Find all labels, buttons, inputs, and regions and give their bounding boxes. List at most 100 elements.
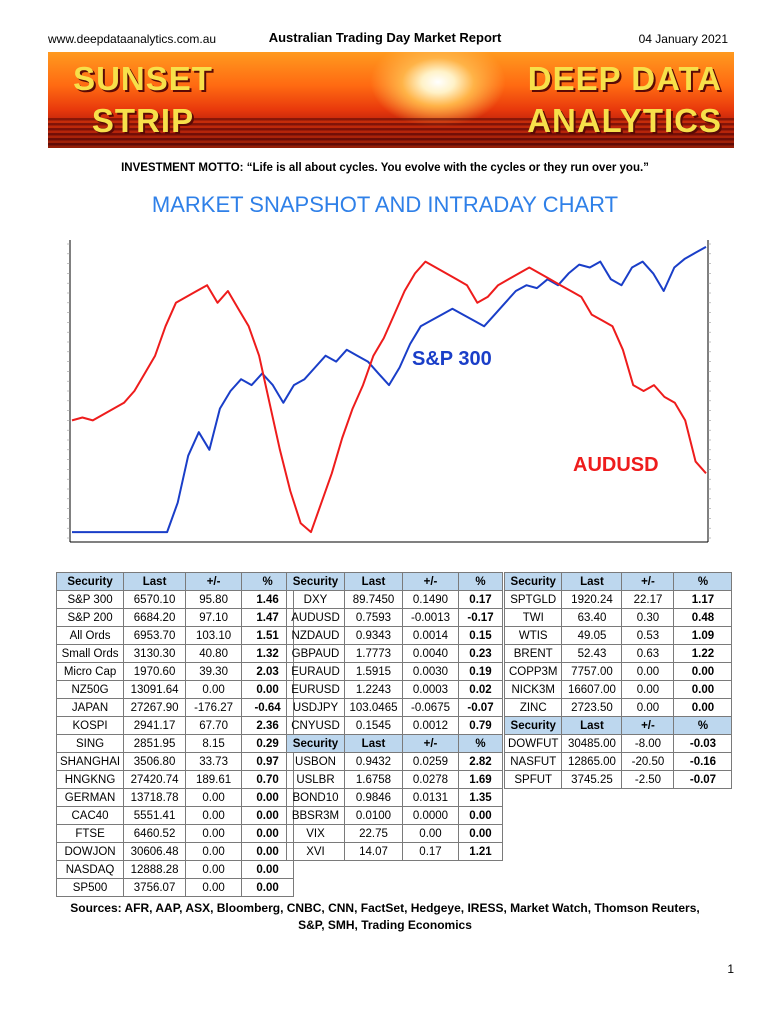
table-cell: 0.00 [185, 806, 243, 825]
table-cell: SPFUT [503, 770, 563, 789]
header-cell: Last [344, 734, 403, 753]
table-cell: 30606.48 [123, 842, 187, 861]
table-header-row: Security Last +/-% [503, 572, 733, 591]
table-cell: 1.35 [458, 788, 503, 807]
table-header-row: Security Last +/-% [286, 572, 503, 591]
header-cell: Last [561, 572, 623, 591]
table-row: Micro Cap 1970.60 39.30 2.03 [55, 662, 295, 681]
table-cell: 33.73 [185, 752, 243, 771]
investment-motto: INVESTMENT MOTTO: “Life is all about cyc… [121, 162, 649, 174]
table-cell: 1.69 [458, 770, 503, 789]
table-cell: Small Ords [55, 644, 125, 663]
table-row: SP500 3756.07 0.00 0.00 [55, 878, 295, 897]
header-cell: Last [123, 572, 187, 591]
table-cell: 103.0465 [344, 698, 403, 717]
table-cell: 0.0040 [402, 644, 459, 663]
table-cell: 0.0259 [402, 752, 459, 771]
page-header: www.deepdataanalytics.com.au Australian … [0, 30, 770, 50]
table-row: All Ords 6953.70 103.10 1.51 [55, 626, 295, 645]
table-cell: WTIS [503, 626, 563, 645]
header-cell: % [458, 734, 503, 753]
table-cell: USLBR [286, 770, 345, 789]
intraday-chart [42, 230, 730, 550]
table-cell: 0.0003 [402, 680, 459, 699]
table-cell: TWI [503, 608, 563, 627]
table-cell: 89.7450 [344, 590, 403, 609]
table-cell: 0.7593 [344, 608, 403, 627]
table-cell: -8.00 [621, 734, 675, 753]
table-cell: 0.00 [241, 878, 295, 897]
table-header-row: Security Last +/-% [55, 572, 295, 591]
table-cell: 8.15 [185, 734, 243, 753]
table-cell: 0.00 [621, 662, 675, 681]
table-cell: 30485.00 [561, 734, 623, 753]
table-cell: 2851.95 [123, 734, 187, 753]
banner-water [48, 118, 734, 148]
table-row: AUDUSD 0.7593 -0.0013 -0.17 [286, 608, 503, 627]
table-cell: 0.0030 [402, 662, 459, 681]
table-row: NASDAQ 12888.28 0.00 0.00 [55, 860, 295, 879]
table-cell: -0.07 [673, 770, 733, 789]
intraday-chart-svg [67, 240, 711, 543]
table-cell: VIX [286, 824, 345, 843]
table-row: SPTGLD 1920.24 22.17 1.17 [503, 590, 733, 609]
table-cell: BBSR3M [286, 806, 345, 825]
table-cell: 16607.00 [561, 680, 623, 699]
table-cell: EURUSD [286, 680, 345, 699]
table-cell: 0.02 [458, 680, 503, 699]
table-cell: All Ords [55, 626, 125, 645]
banner-left-line1: SUNSET [73, 60, 213, 97]
table-cell: NICK3M [503, 680, 563, 699]
header-cell: Last [344, 572, 403, 591]
table-cell: 40.80 [185, 644, 243, 663]
table-cell: JAPAN [55, 698, 125, 717]
table-cell: 22.17 [621, 590, 675, 609]
table-cell: 22.75 [344, 824, 403, 843]
table-cell: 0.53 [621, 626, 675, 645]
table-cell: NASFUT [503, 752, 563, 771]
table-cell: SPTGLD [503, 590, 563, 609]
table-cell: 0.79 [458, 716, 503, 735]
table-cell: -0.03 [673, 734, 733, 753]
table-cell: 0.00 [621, 680, 675, 699]
table-cell: 6570.10 [123, 590, 187, 609]
table-cell: 0.9432 [344, 752, 403, 771]
table-cell: GERMAN [55, 788, 125, 807]
table-cell: NASDAQ [55, 860, 125, 879]
table-header-row: Security Last +/-% [503, 716, 733, 735]
audusd-series-line [71, 260, 707, 534]
table-row: KOSPI 2941.17 67.70 2.36 [55, 716, 295, 735]
table-row: VIX 22.75 0.00 0.00 [286, 824, 503, 843]
header-cell: +/- [621, 572, 675, 591]
site-url[interactable]: www.deepdataanalytics.com.au [48, 32, 217, 46]
chart-label-sp300: S&P 300 [412, 348, 492, 370]
table-row: WTIS 49.05 0.53 1.09 [503, 626, 733, 645]
table-cell: 63.40 [561, 608, 623, 627]
table-cell: 1.09 [673, 626, 733, 645]
sp300-series-line [72, 246, 707, 534]
table-cell: 0.1490 [402, 590, 459, 609]
table-row: COPP3M 7757.00 0.00 0.00 [503, 662, 733, 681]
table-cell: 97.10 [185, 608, 243, 627]
table-cell: 6460.52 [123, 824, 187, 843]
header-cell: Security [55, 572, 125, 591]
table-cell: BRENT [503, 644, 563, 663]
chart-label-audusd: AUDUSD [573, 454, 659, 476]
table-row: SHANGHAI 3506.80 33.73 0.97 [55, 752, 295, 771]
table-row: GBPAUD 1.7773 0.0040 0.23 [286, 644, 503, 663]
table-cell: 0.17 [458, 590, 503, 609]
table-row: FTSE 6460.52 0.00 0.00 [55, 824, 295, 843]
table-row: NICK3M 16607.00 0.00 0.00 [503, 680, 733, 699]
table-cell: USBON [286, 752, 345, 771]
table-cell: 103.10 [185, 626, 243, 645]
table-cell: 0.19 [458, 662, 503, 681]
table-cell: 39.30 [185, 662, 243, 681]
table-cell: -0.17 [458, 608, 503, 627]
table-cell: S&P 200 [55, 608, 125, 627]
table-cell: 2.82 [458, 752, 503, 771]
table-cell: 1.21 [458, 842, 503, 861]
table-cell: 13091.64 [123, 680, 187, 699]
table-cell: 1.6758 [344, 770, 403, 789]
header-cell: % [673, 716, 733, 735]
table-cell: NZ50G [55, 680, 125, 699]
